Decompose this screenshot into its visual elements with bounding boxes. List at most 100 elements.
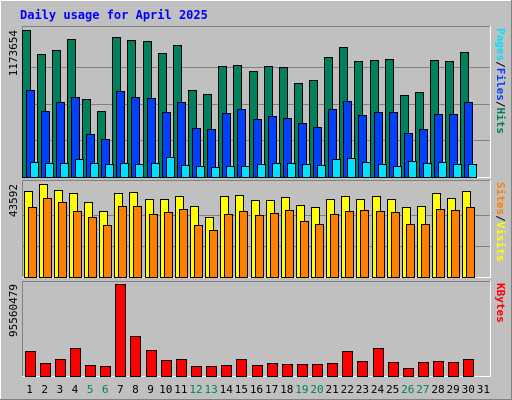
legend-part: / [494, 101, 507, 108]
bar-kbytes-day-14 [221, 365, 232, 377]
bar-pages-day-27 [423, 163, 432, 178]
x-tick-label-day-9: 9 [147, 383, 154, 396]
bar-sites-day-3 [58, 202, 67, 278]
kbytes-plot-area [22, 281, 491, 377]
bar-sites-day-14 [224, 214, 233, 278]
hits-files-pages-ymax-label: 1173654 [7, 30, 20, 77]
x-tick-label-day-31: 31 [477, 383, 490, 396]
bar-sites-day-19 [300, 221, 309, 278]
x-tick-label-day-27: 27 [416, 383, 429, 396]
legend-part: KBytes [494, 283, 507, 323]
bar-pages-day-9 [151, 163, 160, 178]
bar-pages-day-7 [120, 163, 129, 178]
bar-pages-day-1 [30, 162, 39, 178]
bar-pages-day-19 [302, 164, 311, 178]
legend-part: Pages [494, 28, 507, 61]
bar-sites-day-11 [179, 209, 188, 278]
bar-kbytes-day-12 [191, 366, 202, 377]
bar-pages-day-6 [105, 164, 114, 178]
chart-title: Daily usage for April 2025 [20, 8, 208, 22]
bar-kbytes-day-1 [25, 351, 36, 377]
bar-sites-day-7 [118, 206, 127, 278]
x-tick-label-day-25: 25 [386, 383, 399, 396]
bar-pages-day-17 [272, 163, 281, 178]
bar-pages-day-8 [135, 164, 144, 178]
x-tick-label-day-17: 17 [265, 383, 278, 396]
bar-pages-day-4 [75, 159, 84, 178]
kbytes-ymax-label: 95560479 [7, 284, 20, 337]
bar-kbytes-day-25 [388, 362, 399, 377]
bar-kbytes-day-10 [161, 360, 172, 377]
bar-sites-day-22 [345, 211, 354, 278]
x-tick-label-day-12: 12 [189, 383, 202, 396]
bar-sites-day-18 [285, 210, 294, 278]
bar-sites-day-13 [209, 230, 218, 278]
bar-kbytes-day-8 [130, 336, 141, 377]
bar-kbytes-day-11 [176, 359, 187, 377]
bar-sites-day-4 [73, 211, 82, 278]
x-tick-label-day-20: 20 [310, 383, 323, 396]
bar-pages-day-30 [468, 164, 477, 178]
legend-part: Sites [494, 182, 507, 215]
bar-kbytes-day-27 [418, 362, 429, 377]
x-tick-label-day-10: 10 [159, 383, 172, 396]
x-tick-label-day-14: 14 [220, 383, 234, 396]
x-tick-label-day-24: 24 [371, 383, 385, 396]
bar-sites-day-25 [391, 212, 400, 278]
bar-kbytes-day-18 [282, 364, 293, 377]
bar-kbytes-day-29 [448, 362, 459, 377]
legend-part: / [494, 215, 507, 222]
bar-sites-day-5 [88, 217, 97, 278]
bar-kbytes-day-16 [252, 365, 263, 377]
legend-part: Visits [494, 222, 507, 262]
bar-kbytes-day-9 [146, 350, 157, 377]
bar-sites-day-30 [466, 207, 475, 278]
kbytes-panel: 95560479 KBytes [7, 281, 507, 377]
bar-kbytes-day-6 [100, 366, 111, 377]
bar-sites-day-23 [360, 210, 369, 278]
bar-sites-day-28 [436, 209, 445, 278]
bar-pages-day-12 [196, 166, 205, 178]
visits-sites-panel: 43592 Sites/Visits [7, 180, 507, 278]
bar-sites-day-21 [330, 214, 339, 278]
kbytes-legend-label: KBytes [494, 283, 507, 323]
x-axis-day-labels: 1 2 3 4 5 6 7 8 9 10 11 12 13 14 15 16 17 18 19 20 21 22 23 24 2… [26, 383, 490, 396]
x-tick-label-day-7: 7 [117, 383, 124, 396]
legend-part: Hits [494, 108, 507, 135]
x-tick-label-day-2: 2 [41, 383, 48, 396]
x-tick-label-day-30: 30 [462, 383, 475, 396]
x-tick-label-day-26: 26 [401, 383, 414, 396]
x-tick-label-day-21: 21 [326, 383, 339, 396]
bar-pages-day-24 [378, 164, 387, 178]
bar-sites-day-10 [164, 212, 173, 278]
bar-pages-day-13 [211, 167, 220, 178]
bar-kbytes-day-19 [297, 364, 308, 377]
x-tick-label-day-22: 22 [341, 383, 354, 396]
bar-pages-day-15 [241, 166, 250, 178]
x-tick-label-day-23: 23 [356, 383, 369, 396]
series-pages [30, 157, 477, 178]
x-tick-label-day-11: 11 [174, 383, 187, 396]
visits-sites-legend-label: Sites/Visits [494, 182, 507, 262]
x-tick-label-day-19: 19 [295, 383, 308, 396]
bar-kbytes-day-20 [312, 364, 323, 377]
x-tick-label-day-13: 13 [204, 383, 217, 396]
bar-sites-day-9 [149, 214, 158, 278]
bar-sites-day-29 [451, 210, 460, 278]
legend-part: Files [494, 68, 507, 101]
bar-sites-day-15 [239, 211, 248, 278]
x-tick-label-day-18: 18 [280, 383, 293, 396]
bar-sites-day-6 [103, 225, 112, 278]
bar-sites-day-16 [255, 215, 264, 278]
bar-pages-day-2 [45, 163, 54, 178]
bar-sites-day-26 [406, 224, 415, 278]
x-tick-label-day-6: 6 [102, 383, 109, 396]
bar-pages-day-23 [362, 162, 371, 178]
bar-sites-day-2 [43, 198, 52, 278]
bar-pages-day-3 [60, 163, 69, 178]
bar-pages-day-10 [166, 157, 175, 178]
bar-kbytes-day-5 [85, 365, 96, 377]
x-tick-label-day-16: 16 [250, 383, 263, 396]
hits-files-pages-panel: 1173654 Pages/Files/Hits [7, 26, 507, 178]
